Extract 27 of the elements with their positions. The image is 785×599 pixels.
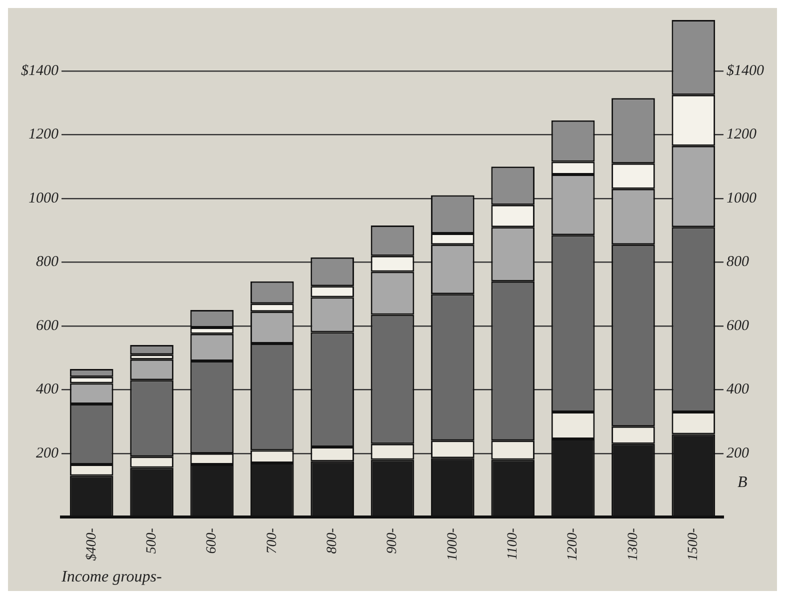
y2-tick-label: 1000: [726, 190, 757, 206]
x-tick-label: 800-: [325, 528, 340, 554]
x-tick-label: 600-: [204, 528, 220, 554]
x-tick-label: 1100-: [506, 528, 521, 560]
text: B: [738, 474, 748, 492]
x-tick-label: 1500-: [686, 528, 702, 561]
x-tick-label: 900-: [385, 528, 400, 554]
y-tick-label: $1400: [21, 62, 59, 79]
y2-tick-label: 1200: [726, 126, 757, 143]
y-tick-label: 200: [36, 445, 59, 462]
x-tick-label: 1300-: [626, 528, 641, 561]
x-tick-label: 1200-: [566, 528, 581, 561]
y-tick-label: 1000: [28, 190, 59, 206]
y2-tick-label: 400: [726, 382, 750, 398]
x-tick-label: 1000-: [445, 528, 460, 561]
y-tick-label: 1200: [28, 126, 59, 143]
y2-tick-label: 600: [726, 318, 750, 334]
y-tick-label: 600: [36, 318, 59, 334]
y-tick-label: 800: [36, 254, 59, 270]
x-axis-title: Income groups-: [60, 568, 162, 586]
y2-tick-label: $1400: [726, 62, 764, 79]
y-tick-label: 400: [36, 382, 59, 398]
y2-tick-label: 800: [726, 254, 750, 270]
x-tick-label: 700-: [264, 528, 280, 554]
x-tick-label: 500-: [144, 528, 160, 554]
y2-tick-label: 200: [726, 445, 750, 462]
x-tick-label: $400-: [84, 528, 100, 561]
